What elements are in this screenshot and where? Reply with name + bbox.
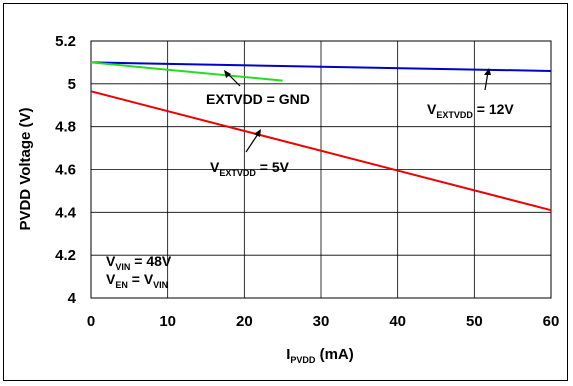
x-tick-label: 10 [159,313,176,330]
y-axis-label: PVDD Voltage (V) [17,107,34,230]
arrow-ext5 [245,133,259,153]
y-tick-label: 4 [68,290,77,307]
series-line-gnd [90,61,283,82]
arrow-ext5-head [254,129,261,137]
y-tick-label: 4.6 [55,162,76,179]
series-line-ext12 [90,61,552,72]
x-axis-label: IPVDD (mA) [286,346,354,365]
label-extvdd-5v: VEXTVDD = 5V [210,159,290,178]
arrow-ext12-head [484,68,491,75]
label-extvdd-12v: VEXTVDD = 12V [427,101,514,120]
arrow-gnd-head [224,70,231,78]
tick-labels: 0 10 20 30 40 50 60 4 4.2 4.4 4.6 4.8 5 5.2 [55,33,559,330]
x-tick-label: 30 [313,313,330,330]
y-tick-label: 4.2 [55,247,76,264]
series-lines [90,61,552,212]
x-tick-label: 0 [87,313,95,330]
x-tick-label: 40 [389,313,406,330]
label-vin: VVIN = 48V [106,253,172,272]
label-ven: VEN = VVIN [106,271,168,290]
y-tick-label: 4.8 [55,119,76,136]
label-extvdd-gnd: EXTVDD = GND [206,91,310,107]
grid [90,40,552,299]
annotations: EXTVDD = GND VEXTVDD = 12V VEXTVDD = 5V … [106,68,514,290]
y-tick-label: 4.4 [55,204,77,221]
series-line-ext5 [90,90,552,212]
y-tick-label: 5.2 [55,33,76,50]
y-tick-label: 5 [68,76,76,93]
x-tick-label: 60 [543,313,560,330]
x-tick-label: 50 [466,313,483,330]
x-tick-label: 20 [236,313,253,330]
